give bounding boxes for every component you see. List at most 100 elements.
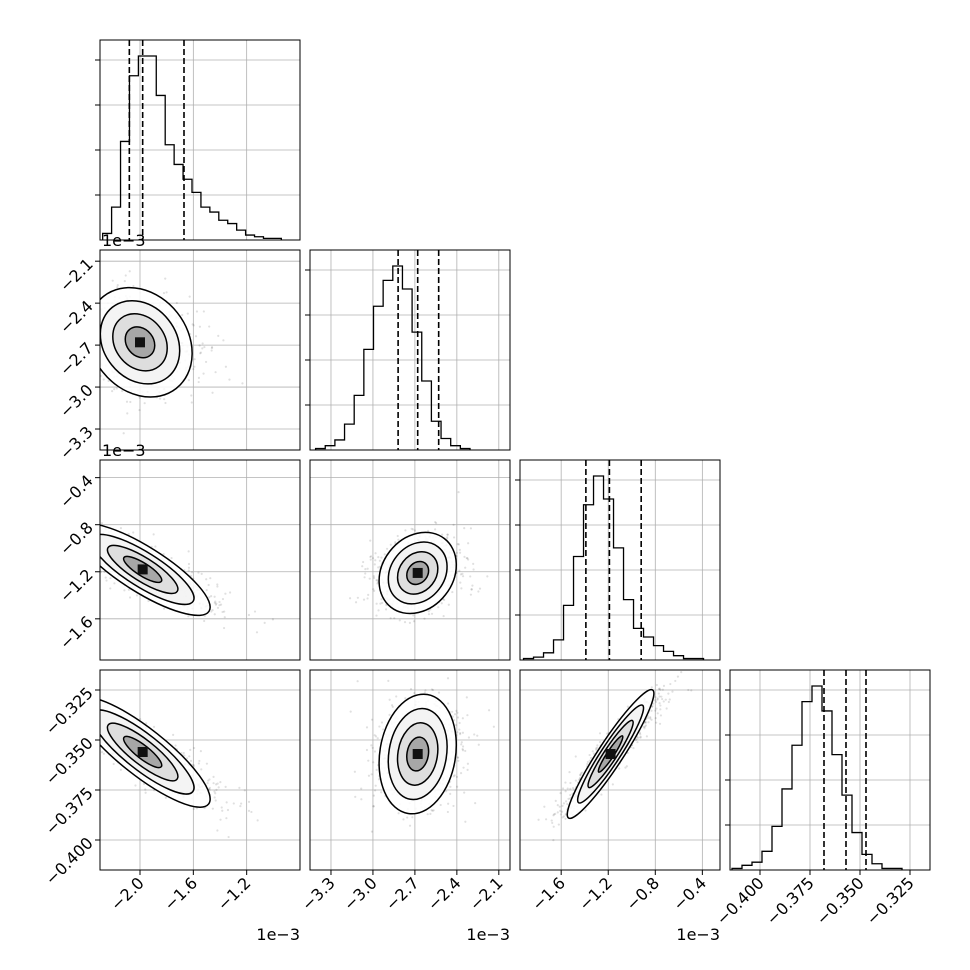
scatter-point bbox=[213, 790, 216, 793]
scatter-point bbox=[647, 721, 650, 724]
scatter-point bbox=[432, 809, 435, 812]
axes-frame bbox=[99, 249, 301, 451]
scatter-point bbox=[467, 736, 471, 739]
scatter-point bbox=[185, 757, 189, 760]
scatter-point bbox=[190, 394, 193, 397]
scatter-point bbox=[206, 782, 209, 785]
scatter-point bbox=[459, 581, 462, 584]
scatter-point bbox=[100, 751, 104, 754]
scatter-point bbox=[3, 702, 5, 704]
scatter-point bbox=[116, 286, 119, 289]
scatter-point bbox=[370, 718, 374, 721]
scatter-point bbox=[225, 801, 228, 804]
scatter-point bbox=[247, 613, 251, 617]
scatter-point bbox=[95, 750, 97, 752]
scatter-point bbox=[208, 596, 211, 599]
scatter-point bbox=[423, 617, 426, 620]
histogram-panel-3: −0.400−0.375−0.350−0.325 bbox=[713, 669, 931, 929]
scatter-point bbox=[187, 550, 190, 553]
scatter-point bbox=[469, 593, 473, 596]
x-tick-label: −2.1 bbox=[466, 873, 507, 914]
scatter-point bbox=[446, 810, 449, 814]
joint-content bbox=[349, 677, 495, 833]
scatter-point bbox=[452, 536, 456, 539]
scatter-point bbox=[87, 558, 89, 560]
scatter-point bbox=[216, 782, 219, 785]
scatter-point bbox=[212, 782, 215, 785]
scatter-point bbox=[376, 737, 379, 740]
scatter-point bbox=[134, 784, 137, 787]
scatter-point bbox=[367, 759, 370, 762]
scatter-point bbox=[83, 559, 85, 561]
joint-panel-3-1: −3.3 −3.0 −2.7 −2.4 −2.11e−3 bbox=[298, 669, 511, 944]
joint-content bbox=[537, 671, 693, 842]
scatter-point bbox=[356, 680, 359, 683]
scatter-point bbox=[658, 722, 662, 725]
scatter-point bbox=[451, 590, 454, 594]
scatter-point bbox=[219, 818, 222, 821]
scatter-point bbox=[466, 557, 469, 560]
scatter-point bbox=[459, 733, 462, 736]
scatter-point bbox=[192, 764, 195, 767]
y-tick-label: −3.0 bbox=[56, 380, 97, 421]
scatter-point bbox=[369, 558, 372, 561]
scatter-point bbox=[354, 795, 357, 798]
scatter-point bbox=[412, 614, 415, 617]
scatter-point bbox=[197, 571, 200, 574]
scatter-point bbox=[69, 514, 71, 516]
scatter-point bbox=[431, 688, 435, 692]
scatter-point bbox=[456, 756, 460, 759]
scatter-point bbox=[451, 715, 454, 718]
scatter-point bbox=[213, 796, 216, 799]
scatter-point bbox=[91, 732, 93, 734]
scatter-point bbox=[409, 688, 413, 691]
scatter-point bbox=[59, 515, 61, 517]
scatter-point bbox=[144, 791, 147, 794]
scatter-point bbox=[636, 741, 639, 744]
scatter-point bbox=[652, 702, 655, 705]
scatter-point bbox=[89, 539, 91, 541]
histogram-step bbox=[314, 265, 471, 450]
scatter-point bbox=[465, 696, 468, 699]
scatter-point bbox=[664, 698, 667, 701]
scatter-point bbox=[373, 750, 377, 753]
scatter-point bbox=[452, 804, 455, 808]
joint-panel-2-1 bbox=[309, 459, 511, 661]
scatter-point bbox=[372, 761, 375, 764]
x-offset-text: 1e−3 bbox=[466, 925, 510, 944]
scatter-point bbox=[646, 716, 650, 720]
scatter-point bbox=[80, 717, 82, 719]
scatter-point bbox=[449, 792, 452, 795]
scatter-point bbox=[145, 722, 148, 725]
scatter-point bbox=[388, 698, 391, 701]
scatter-point bbox=[218, 604, 221, 607]
scatter-point bbox=[349, 710, 352, 713]
scatter-point bbox=[97, 320, 99, 322]
scatter-point bbox=[388, 713, 391, 716]
scatter-point bbox=[95, 354, 97, 356]
scatter-point bbox=[446, 533, 449, 536]
scatter-point bbox=[213, 601, 216, 604]
scatter-point bbox=[84, 325, 86, 327]
scatter-point bbox=[239, 805, 242, 808]
scatter-point bbox=[93, 556, 95, 558]
scatter-point bbox=[188, 755, 191, 758]
scatter-point bbox=[458, 551, 462, 554]
scatter-point bbox=[611, 783, 614, 786]
scatter-point bbox=[115, 387, 118, 390]
scatter-point bbox=[370, 744, 373, 747]
scatter-point bbox=[87, 334, 89, 336]
scatter-point bbox=[139, 717, 142, 721]
scatter-point bbox=[223, 616, 226, 619]
axes-frame bbox=[309, 459, 511, 661]
scatter-point bbox=[600, 793, 603, 796]
scatter-point bbox=[466, 762, 470, 765]
scatter-point bbox=[469, 575, 472, 578]
scatter-point bbox=[68, 526, 70, 528]
x-tick-label: −3.3 bbox=[298, 873, 339, 914]
scatter-point bbox=[654, 709, 657, 712]
scatter-point bbox=[207, 779, 210, 782]
scatter-point bbox=[90, 716, 92, 718]
scatter-point bbox=[209, 577, 212, 580]
scatter-point bbox=[210, 610, 213, 613]
